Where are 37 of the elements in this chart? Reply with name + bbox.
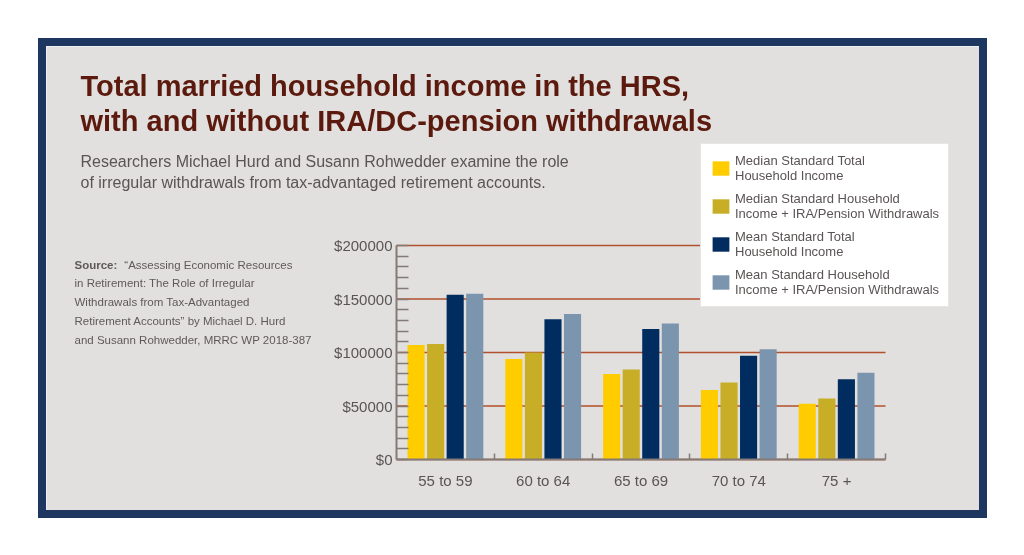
bar [661, 323, 679, 460]
bar [466, 293, 484, 460]
bar [740, 355, 758, 460]
legend-label: Mean Standard Total Household Income [735, 229, 855, 259]
bar [427, 343, 445, 460]
legend-label: Median Standard Total Household Income [735, 153, 865, 183]
chart-title: Total married household income in the HRS, with and without IRA/DC-pension withdrawals [79, 69, 713, 137]
bar [857, 372, 875, 460]
bar [642, 328, 660, 460]
bar [603, 373, 621, 460]
bar [544, 319, 562, 460]
x-tick-label: 75 + [821, 471, 852, 489]
legend-label: Median Standard Household Income + IRA/Pension Withdrawals [735, 191, 940, 221]
x-tick-label: 65 to 69 [613, 471, 669, 489]
x-tick-label: 55 to 59 [418, 471, 473, 489]
chart-subtitle: Researchers Michael Hurd and Susann Rohwedder examine the role of irregular withdrawals from tax-advantaged retirement accounts. [80, 153, 569, 191]
bar [407, 345, 425, 460]
y-tick-label: $200000 [334, 237, 393, 254]
y-tick-label: $100000 [334, 344, 393, 361]
bar [622, 369, 640, 460]
x-tick-label: 60 to 64 [516, 471, 571, 489]
x-tick-label: 70 to 74 [711, 471, 766, 489]
bar [563, 313, 582, 460]
bar [837, 379, 855, 460]
bar [818, 398, 836, 460]
y-tick-label: $0 [375, 451, 393, 468]
bar [446, 294, 464, 460]
bar [700, 389, 719, 460]
bar [798, 403, 816, 460]
bar [505, 358, 523, 460]
bar [759, 349, 777, 460]
source-note: Source: “Assessing Economic Resources in Retirement: The Role of Irregular Withdrawals from Tax-Advantaged Retirement Accounts” by Michael D. Hurd and Susann Rohwedder, MRRC WP 2018-387 [74, 258, 312, 346]
legend-label: Mean Standard Household Income + IRA/Pension Withdrawals [735, 267, 940, 297]
bar [720, 382, 738, 460]
y-tick-label: $50000 [342, 397, 393, 415]
bar [524, 352, 542, 460]
y-tick-label: $150000 [334, 290, 393, 308]
